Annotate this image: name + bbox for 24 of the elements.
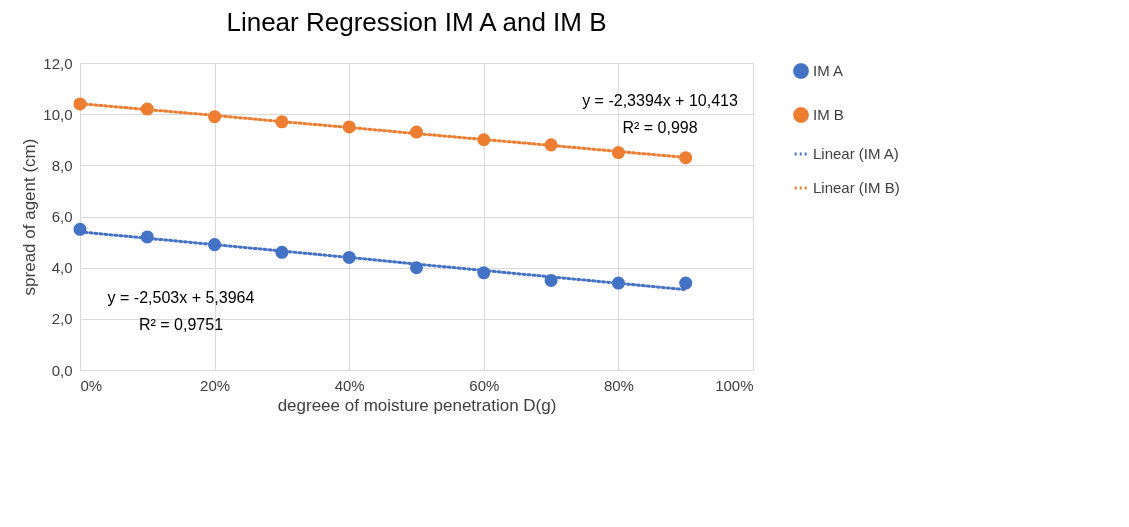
y-tick-label: 12,0: [43, 54, 73, 72]
legend-label: IM B: [813, 106, 844, 123]
y-axis-title: spread of agent (cm): [20, 138, 40, 296]
x-tick-label: 0%: [80, 376, 103, 394]
annotation: y = -2,503x + 5,3964: [107, 289, 255, 306]
y-tick-label: 4,0: [51, 259, 73, 277]
x-tick-label: 20%: [200, 376, 231, 394]
y-tick-label: 8,0: [51, 156, 73, 174]
x-tick-label: 60%: [469, 376, 500, 394]
y-tick-label: 6,0: [51, 208, 73, 225]
legend-label: Linear (IM B): [813, 179, 900, 196]
annotation: y = -2,3394x + 10,413: [582, 92, 738, 109]
legend-label: IM A: [813, 62, 844, 79]
annotation: R² = 0,998: [622, 119, 698, 136]
annotation: R² = 0,9751: [138, 316, 224, 333]
y-tick-label: 0,0: [51, 361, 73, 379]
legend-label: Linear (IM A): [813, 145, 899, 162]
x-axis-title: degreee of moisture penetration D(g): [277, 395, 557, 415]
x-tick-label: 40%: [334, 376, 365, 394]
x-tick-label: 80%: [603, 376, 634, 394]
y-tick-label: 2,0: [51, 310, 73, 328]
x-tick-label: 100%: [715, 376, 754, 394]
y-tick-label: 10,0: [43, 105, 73, 123]
chart-title: Linear Regression IM A and IM B: [226, 7, 607, 37]
